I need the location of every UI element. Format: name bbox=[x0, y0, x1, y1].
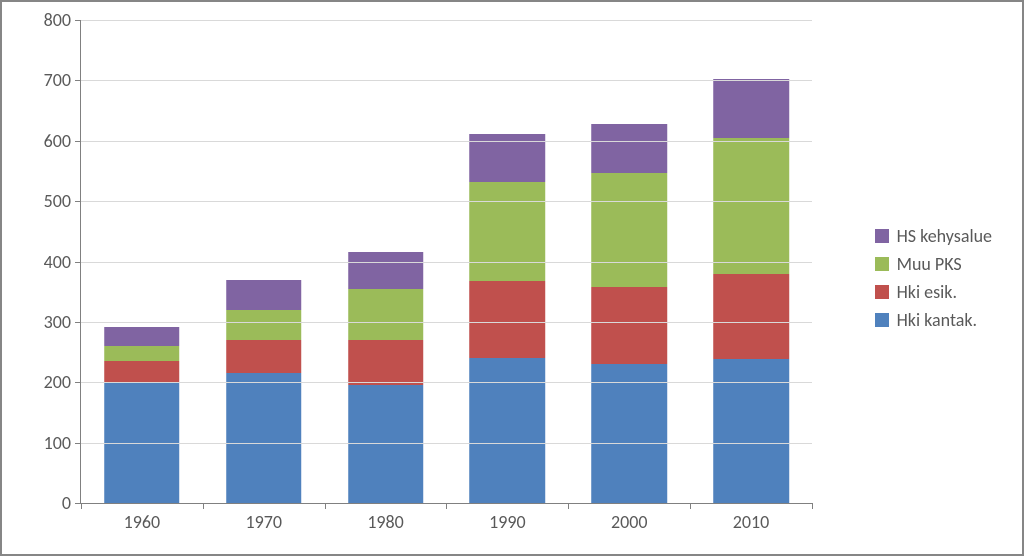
bar-segment bbox=[470, 358, 546, 503]
x-tick-mark bbox=[325, 503, 326, 509]
y-tick-mark bbox=[75, 322, 81, 323]
bar-segment bbox=[348, 385, 424, 503]
x-tick-mark bbox=[812, 503, 813, 509]
legend-label: HS kehysalue bbox=[897, 225, 992, 247]
x-tick-mark bbox=[81, 503, 82, 509]
bar-segment bbox=[348, 289, 424, 340]
bar-segment bbox=[470, 281, 546, 358]
legend-label: Muu PKS bbox=[897, 253, 962, 275]
legend-label: Hki esik. bbox=[897, 281, 957, 303]
legend-swatch bbox=[875, 313, 889, 327]
y-tick-mark bbox=[75, 80, 81, 81]
y-tick-mark bbox=[75, 382, 81, 383]
y-tick-mark bbox=[75, 201, 81, 202]
gridline bbox=[81, 443, 812, 444]
legend: HS kehysalue Muu PKS Hki esik. Hki kantak. bbox=[875, 219, 992, 337]
bar-segment bbox=[591, 124, 667, 172]
bar-segment bbox=[104, 327, 180, 346]
bar-stack bbox=[470, 134, 546, 503]
x-axis-label: 1980 bbox=[367, 503, 404, 533]
x-tick-mark bbox=[690, 503, 691, 509]
legend-item: Hki esik. bbox=[875, 281, 992, 303]
x-axis-label: 1970 bbox=[245, 503, 282, 533]
legend-item: Muu PKS bbox=[875, 253, 992, 275]
bar-stack bbox=[226, 280, 302, 503]
bar-segment bbox=[226, 340, 302, 373]
gridline bbox=[81, 382, 812, 383]
x-axis-label: 2010 bbox=[733, 503, 770, 533]
x-tick-mark bbox=[446, 503, 447, 509]
x-axis-label: 2000 bbox=[611, 503, 648, 533]
gridline bbox=[81, 262, 812, 263]
x-axis-label: 1960 bbox=[124, 503, 161, 533]
y-tick-mark bbox=[75, 141, 81, 142]
legend-item: Hki kantak. bbox=[875, 309, 992, 331]
legend-label: Hki kantak. bbox=[897, 309, 978, 331]
gridline bbox=[81, 201, 812, 202]
bar-segment bbox=[104, 346, 180, 361]
bar-segment bbox=[713, 359, 789, 503]
gridline bbox=[81, 322, 812, 323]
x-axis-label: 1990 bbox=[489, 503, 526, 533]
legend-swatch bbox=[875, 257, 889, 271]
bar-segment bbox=[470, 182, 546, 282]
x-tick-mark bbox=[203, 503, 204, 509]
bar-stack bbox=[104, 327, 180, 503]
y-tick-mark bbox=[75, 443, 81, 444]
bar-segment bbox=[713, 138, 789, 274]
bar-stack bbox=[348, 252, 424, 503]
bar-segment bbox=[104, 361, 180, 382]
gridline bbox=[81, 141, 812, 142]
bar-segment bbox=[348, 252, 424, 288]
bar-segment bbox=[591, 364, 667, 503]
x-tick-mark bbox=[568, 503, 569, 509]
bar-segment bbox=[591, 287, 667, 364]
plot-area: 196019701980199020002010 010020030040050… bbox=[80, 20, 812, 504]
legend-item: HS kehysalue bbox=[875, 225, 992, 247]
bar-segment bbox=[713, 274, 789, 360]
bar-segment bbox=[226, 373, 302, 503]
bar-stack bbox=[591, 124, 667, 503]
bar-segment bbox=[591, 173, 667, 288]
bar-segment bbox=[226, 310, 302, 340]
bar-segment bbox=[713, 79, 789, 138]
chart-frame: 196019701980199020002010 010020030040050… bbox=[0, 0, 1024, 556]
bar-segment bbox=[226, 280, 302, 310]
y-tick-mark bbox=[75, 20, 81, 21]
bar-stack bbox=[713, 79, 789, 503]
plot-wrap: 196019701980199020002010 010020030040050… bbox=[80, 20, 812, 504]
y-tick-mark bbox=[75, 262, 81, 263]
gridline bbox=[81, 20, 812, 21]
gridline bbox=[81, 80, 812, 81]
legend-swatch bbox=[875, 229, 889, 243]
bar-segment bbox=[348, 340, 424, 385]
legend-swatch bbox=[875, 285, 889, 299]
